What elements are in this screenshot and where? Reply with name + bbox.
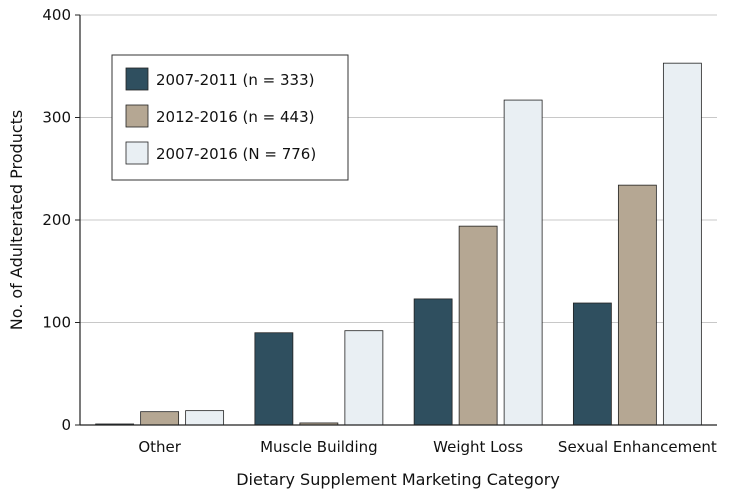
x-tick-label: Weight Loss bbox=[433, 438, 523, 456]
legend-swatch bbox=[125, 141, 149, 165]
x-tick-labels: Other Muscle Building Weight Loss Sexual En… bbox=[138, 438, 717, 456]
bar bbox=[572, 302, 612, 426]
y-tick-labels: 0 100 200 300 400 bbox=[42, 6, 80, 434]
bar bbox=[140, 411, 180, 426]
bar bbox=[413, 298, 453, 426]
legend-box bbox=[111, 54, 349, 181]
x-axis-title: Dietary Supplement Marketing Category bbox=[236, 470, 560, 489]
legend-swatch bbox=[125, 67, 149, 91]
bar bbox=[458, 225, 498, 426]
bar bbox=[254, 332, 294, 426]
y-tick-label: 100 bbox=[42, 314, 71, 332]
bar bbox=[344, 330, 384, 426]
legend-label: 2012-2016 (n = 443) bbox=[156, 108, 314, 126]
bars bbox=[95, 62, 702, 426]
y-tick-label: 0 bbox=[61, 416, 71, 434]
y-axis-title: No. of Adulterated Products bbox=[7, 110, 26, 331]
legend-label: 2007-2011 (n = 333) bbox=[156, 71, 314, 89]
bar bbox=[617, 184, 657, 426]
legend: 2007-2011 (n = 333) 2012-2016 (n = 443) 20… bbox=[111, 54, 349, 181]
y-tick-label: 300 bbox=[42, 109, 71, 127]
x-tick-label: Sexual Enhancement bbox=[558, 438, 717, 456]
y-tick-label: 200 bbox=[42, 211, 71, 229]
bar bbox=[662, 62, 702, 426]
y-tick-label: 400 bbox=[42, 6, 71, 24]
bar bbox=[503, 99, 543, 426]
bar bbox=[185, 410, 225, 426]
x-tick-label: Other bbox=[138, 438, 181, 456]
legend-label: 2007-2016 (N = 776) bbox=[156, 145, 316, 163]
x-tick-label: Muscle Building bbox=[260, 438, 378, 456]
legend-swatch bbox=[125, 104, 149, 128]
